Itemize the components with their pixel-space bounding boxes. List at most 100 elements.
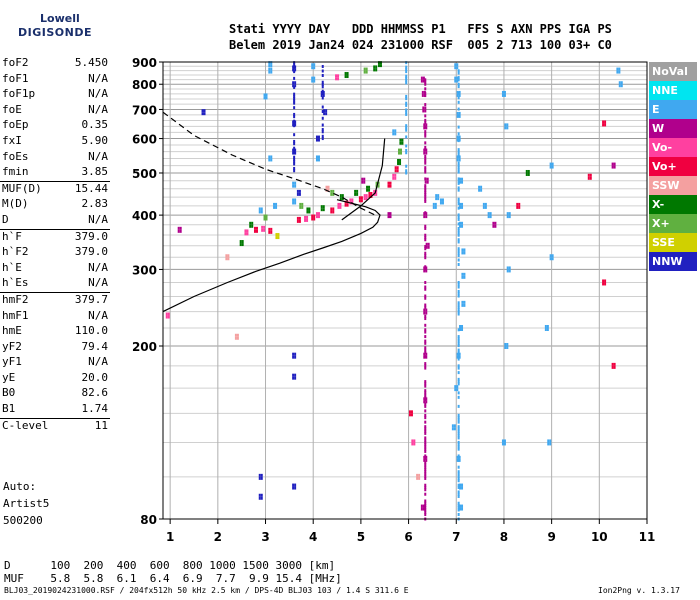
echo-pixel — [330, 190, 332, 193]
echo-pixel — [463, 273, 465, 276]
echo-pixel — [268, 231, 270, 234]
echo-pixel — [168, 313, 170, 316]
echo-pixel — [166, 313, 168, 316]
streak-point — [458, 391, 460, 394]
streak-point — [322, 128, 324, 131]
echo-pixel — [461, 484, 463, 487]
echo-pixel — [261, 229, 263, 232]
streak-point — [458, 349, 460, 352]
echo-pixel — [242, 243, 244, 246]
echo-pixel — [390, 182, 392, 185]
echo-pixel — [311, 217, 313, 220]
echo-point — [502, 91, 506, 97]
echo-pixel — [270, 158, 272, 161]
echo-pixel — [326, 186, 328, 189]
echo-pixel — [614, 363, 616, 366]
echo-pixel — [323, 112, 325, 115]
echo-pixel — [356, 190, 358, 193]
echo-point — [423, 123, 427, 129]
echo-pixel — [240, 243, 242, 246]
streak-point — [458, 414, 460, 417]
echo-pixel — [547, 439, 549, 442]
y-tick-label: 600 — [132, 133, 157, 147]
echo-pixel — [401, 142, 403, 145]
echo-pixel — [425, 397, 427, 400]
echo-pixel — [459, 222, 461, 225]
echo-pixel — [547, 442, 549, 445]
echo-pixel — [306, 219, 308, 222]
echo-point — [422, 91, 426, 97]
plot-frame — [163, 62, 647, 519]
echo-pixel — [399, 162, 401, 165]
echo-pixel — [545, 328, 547, 331]
legend-item: X- — [649, 195, 697, 214]
echo-pixel — [411, 413, 413, 416]
echo-pixel — [504, 94, 506, 97]
echo-pixel — [457, 353, 459, 356]
echo-pixel — [506, 343, 508, 346]
echo-pixel — [425, 266, 427, 269]
streak-point — [405, 149, 407, 152]
echo-point — [261, 226, 265, 232]
echo-pixel — [504, 442, 506, 445]
echo-pixel — [456, 80, 458, 83]
echo-pixel — [311, 63, 313, 66]
echo-pixel — [335, 77, 337, 80]
echo-pixel — [337, 206, 339, 209]
echo-pixel — [461, 325, 463, 328]
echo-point — [323, 109, 327, 115]
echo-point — [392, 129, 396, 135]
echo-pixel — [435, 197, 437, 200]
echo-pixel — [292, 185, 294, 188]
echo-pixel — [459, 459, 461, 462]
echo-pixel — [504, 343, 506, 346]
echo-pixel — [588, 174, 590, 177]
echo-pixel — [459, 158, 461, 161]
echo-pixel — [457, 155, 459, 158]
echo-pixel — [425, 309, 427, 312]
echo-pixel — [423, 266, 425, 269]
echo-pixel — [178, 230, 180, 233]
echo-pixel — [452, 424, 454, 427]
echo-pixel — [483, 206, 485, 209]
echo-pixel — [316, 212, 318, 215]
echo-pixel — [366, 189, 368, 192]
streak-point — [458, 470, 460, 473]
echo-pixel — [313, 80, 315, 83]
echo-pixel — [509, 215, 511, 218]
echo-pixel — [270, 231, 272, 234]
echo-pixel — [423, 77, 425, 80]
echo-pixel — [361, 178, 363, 181]
echo-point — [459, 325, 463, 331]
echo-pixel — [423, 152, 425, 155]
legend-item: Vo- — [649, 138, 697, 157]
y-tick-label: 500 — [132, 167, 157, 181]
echo-pixel — [270, 71, 272, 74]
streak-point — [458, 290, 460, 293]
echo-point — [612, 363, 616, 369]
echo-pixel — [292, 374, 294, 377]
echo-point — [297, 190, 301, 196]
echo-point — [259, 207, 263, 213]
echo-pixel — [316, 136, 318, 139]
echo-pixel — [621, 81, 623, 84]
streak-point — [458, 490, 460, 493]
echo-pixel — [264, 217, 266, 220]
echo-pixel — [504, 123, 506, 126]
echo-pixel — [361, 196, 363, 199]
echo-pixel — [275, 233, 277, 236]
echo-pixel — [507, 266, 509, 269]
streak-point — [424, 103, 426, 106]
echo-pixel — [425, 123, 427, 126]
echo-pixel — [425, 152, 427, 155]
streak-point — [458, 378, 460, 381]
x-tick-label: 8 — [500, 530, 508, 544]
echo-pixel — [292, 487, 294, 490]
echo-pixel — [311, 214, 313, 217]
echo-pixel — [363, 178, 365, 181]
echo-pixel — [526, 173, 528, 176]
echo-pixel — [292, 149, 294, 152]
streak-point — [293, 133, 295, 136]
echo-pixel — [550, 257, 552, 260]
x-tick-label: 10 — [591, 530, 608, 544]
